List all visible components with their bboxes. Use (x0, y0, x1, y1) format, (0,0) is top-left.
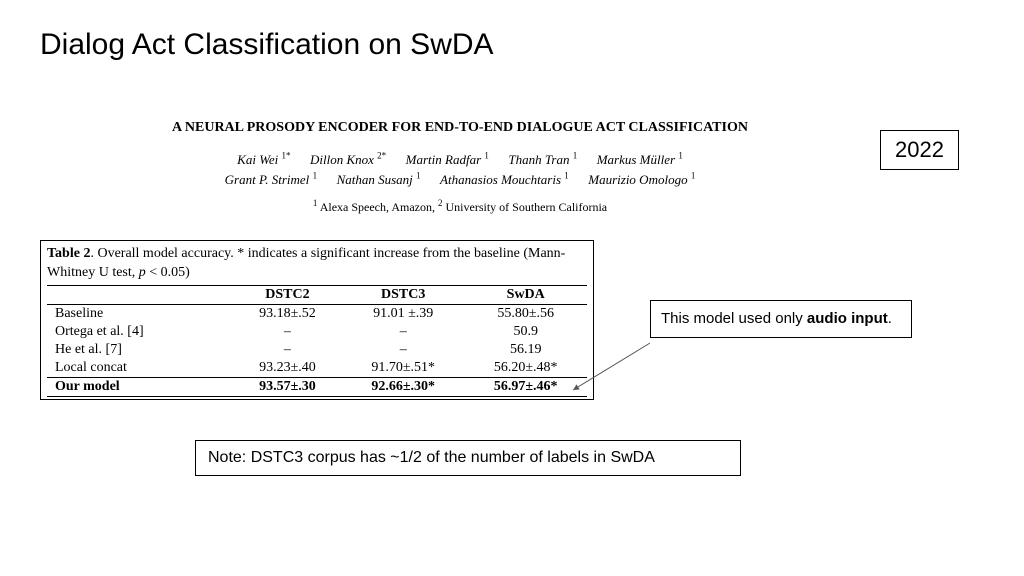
table-header-row: DSTC2 DSTC3 SwDA (47, 285, 587, 304)
col-dstc2: DSTC2 (233, 285, 342, 304)
table-row: Local concat93.23±.4091.70±.51*56.20±.48… (47, 359, 587, 378)
table-cell: 56.19 (464, 341, 587, 359)
table-cell: Ortega et al. [4] (47, 323, 233, 341)
table-cell: Our model (47, 377, 233, 396)
table-cell: 93.57±.30 (233, 377, 342, 396)
table-cell: 91.70±.51* (342, 359, 465, 378)
table-row: Baseline93.18±.5291.01 ±.3955.80±.56 (47, 304, 587, 323)
paper-authors: Kai Wei 1* Dillon Knox 2* Martin Radfar … (80, 150, 840, 190)
callout-box: This model used only audio input. (650, 300, 912, 338)
note-box: Note: DSTC3 corpus has ~1/2 of the numbe… (195, 440, 741, 476)
year-box: 2022 (880, 130, 959, 170)
table-cell: 93.23±.40 (233, 359, 342, 378)
table-row: Ortega et al. [4]––50.9 (47, 323, 587, 341)
table-cell: 56.20±.48* (464, 359, 587, 378)
col-swda: SwDA (464, 285, 587, 304)
table-cell: 56.97±.46* (464, 377, 587, 396)
col-dstc3: DSTC3 (342, 285, 465, 304)
slide-title: Dialog Act Classification on SwDA (40, 28, 494, 62)
table-cell: – (233, 323, 342, 341)
table-cell: – (342, 341, 465, 359)
table-cell: – (233, 341, 342, 359)
authors-line-2: Grant P. Strimel 1 Nathan Susanj 1 Athan… (225, 172, 696, 187)
table-cell: 91.01 ±.39 (342, 304, 465, 323)
table-cell: Local concat (47, 359, 233, 378)
table-row: He et al. [7]––56.19 (47, 341, 587, 359)
results-table: DSTC2 DSTC3 SwDA Baseline93.18±.5291.01 … (47, 285, 587, 397)
table-cell: – (342, 323, 465, 341)
table-cell: Baseline (47, 304, 233, 323)
paper-affiliations: 1 Alexa Speech, Amazon, 2 University of … (80, 198, 840, 215)
table-cell: 92.66±.30* (342, 377, 465, 396)
authors-line-1: Kai Wei 1* Dillon Knox 2* Martin Radfar … (237, 152, 683, 167)
table-row: Our model93.57±.3092.66±.30*56.97±.46* (47, 377, 587, 396)
table-caption: Table 2. Overall model accuracy. * indic… (47, 245, 587, 283)
table-cell: 55.80±.56 (464, 304, 587, 323)
results-table-container: Table 2. Overall model accuracy. * indic… (40, 240, 594, 400)
col-method (47, 285, 233, 304)
table-cell: He et al. [7] (47, 341, 233, 359)
paper-title: A NEURAL PROSODY ENCODER FOR END-TO-END … (80, 120, 840, 136)
table-cell: 93.18±.52 (233, 304, 342, 323)
table-cell: 50.9 (464, 323, 587, 341)
